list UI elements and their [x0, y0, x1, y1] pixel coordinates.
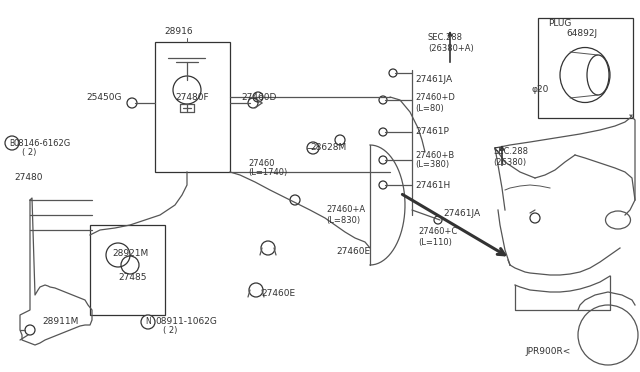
- Text: 27460: 27460: [248, 158, 275, 167]
- Text: 28916: 28916: [164, 28, 193, 36]
- Text: 27461P: 27461P: [415, 128, 449, 137]
- Bar: [155, 42, 230, 172]
- Text: 27460D: 27460D: [241, 93, 276, 102]
- Text: ( 2): ( 2): [22, 148, 36, 157]
- Circle shape: [127, 98, 137, 108]
- Text: (L=110): (L=110): [418, 237, 452, 247]
- Text: 27460+A: 27460+A: [326, 205, 365, 215]
- Text: 08146-6162G: 08146-6162G: [14, 138, 71, 148]
- Text: PLUG: PLUG: [548, 19, 572, 29]
- Text: JPR900R<: JPR900R<: [525, 347, 570, 356]
- Text: 27480F: 27480F: [175, 93, 209, 102]
- Text: SEC.288: SEC.288: [493, 148, 528, 157]
- Circle shape: [25, 325, 35, 335]
- Text: 27461JA: 27461JA: [443, 208, 480, 218]
- Text: (26380+A): (26380+A): [428, 44, 474, 52]
- Text: 28911M: 28911M: [42, 317, 78, 326]
- Text: 27461JA: 27461JA: [415, 76, 452, 84]
- Text: (26380): (26380): [493, 157, 526, 167]
- Text: 28628M: 28628M: [310, 144, 346, 153]
- Circle shape: [141, 315, 155, 329]
- Text: 27460E: 27460E: [336, 247, 370, 256]
- Text: 27460+C: 27460+C: [418, 228, 457, 237]
- Text: (L=830): (L=830): [326, 215, 360, 224]
- Text: ( 2): ( 2): [163, 327, 177, 336]
- Text: 28921M: 28921M: [112, 248, 148, 257]
- Text: (L=380): (L=380): [415, 160, 449, 170]
- Text: 27460E: 27460E: [261, 289, 295, 298]
- Text: SEC.288: SEC.288: [428, 33, 463, 42]
- Ellipse shape: [587, 55, 609, 95]
- Text: φ20: φ20: [532, 86, 549, 94]
- Text: 08911-1062G: 08911-1062G: [155, 317, 217, 326]
- Text: 27460+B: 27460+B: [415, 151, 454, 160]
- Text: 27480: 27480: [14, 173, 42, 183]
- Bar: [90, 225, 165, 315]
- Text: 27461H: 27461H: [415, 180, 451, 189]
- Circle shape: [5, 136, 19, 150]
- Text: 27460+D: 27460+D: [415, 93, 455, 103]
- Text: 64892J: 64892J: [566, 29, 597, 38]
- Text: (L=80): (L=80): [415, 103, 444, 112]
- Circle shape: [248, 98, 258, 108]
- Text: 25450G: 25450G: [86, 93, 122, 102]
- Bar: [538, 18, 633, 118]
- Text: N: N: [145, 317, 151, 327]
- Text: (L=1740): (L=1740): [248, 169, 287, 177]
- Text: 27485: 27485: [118, 273, 147, 282]
- Text: B: B: [10, 138, 15, 148]
